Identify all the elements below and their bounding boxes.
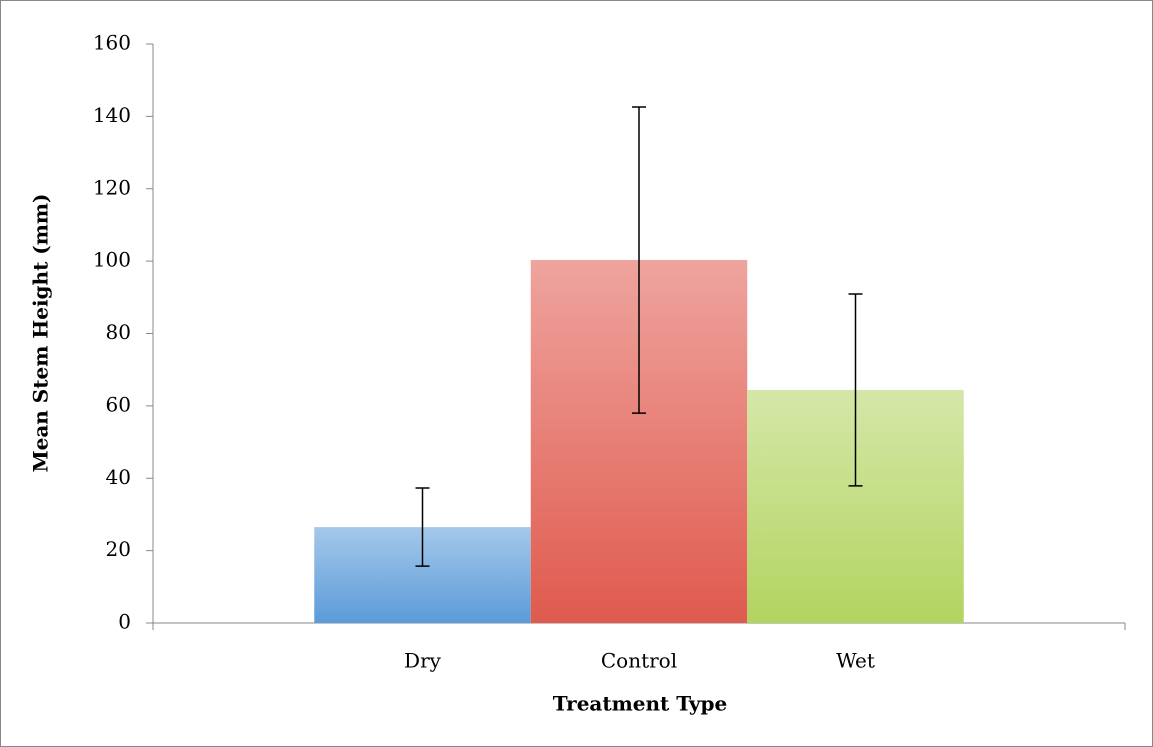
y-tick-label: 100	[93, 248, 131, 272]
y-tick-label: 120	[93, 175, 131, 199]
x-tick-label: Wet	[836, 649, 875, 673]
error-bar	[632, 106, 646, 414]
y-tick-label: 140	[93, 103, 131, 127]
y-axis-title: Mean Stem Height (mm)	[29, 193, 53, 472]
y-tick-label: 60	[106, 392, 131, 416]
x-tick-label: Control	[601, 649, 677, 673]
x-tick-label: Dry	[404, 649, 442, 673]
y-tick-label: 20	[106, 537, 131, 561]
y-tick-label: 160	[93, 31, 131, 55]
y-tick-label: 0	[118, 610, 131, 634]
x-axis-title: Treatment Type	[553, 692, 728, 716]
y-tick-label: 40	[106, 465, 131, 489]
error-bar	[848, 293, 863, 487]
y-tick-label: 80	[106, 320, 131, 344]
error-bar	[415, 487, 430, 567]
